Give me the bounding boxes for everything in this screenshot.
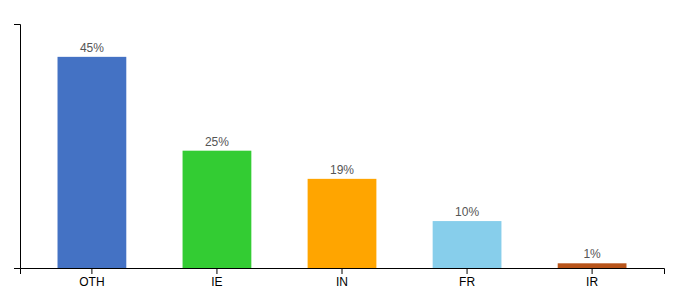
plot: OTH IE IN FR IR 45% 25% 19% 10% 1% xyxy=(14,25,665,289)
bar xyxy=(183,151,252,268)
x-tick-label: FR xyxy=(459,275,475,289)
x-tick-mark xyxy=(91,268,92,274)
bar xyxy=(58,57,127,268)
y-axis xyxy=(14,25,21,269)
bars xyxy=(58,57,627,268)
x-tick-label: IE xyxy=(211,275,222,289)
x-tick: OTH xyxy=(79,268,104,289)
x-tick-label: IN xyxy=(336,275,348,289)
x-tick-label: OTH xyxy=(79,275,104,289)
x-tick: IE xyxy=(211,268,222,289)
data-labels: 45% 25% 19% 10% 1% xyxy=(80,41,601,261)
data-label: 1% xyxy=(583,247,601,261)
x-axis: OTH IE IN FR IR xyxy=(21,268,665,289)
x-tick: FR xyxy=(459,268,475,289)
y-axis-line xyxy=(14,25,21,269)
x-tick: IR xyxy=(586,268,598,289)
bar xyxy=(433,221,502,268)
x-tick-mark xyxy=(592,268,593,274)
chart-container: OTH IE IN FR IR 45% 25% 19% 10% 1% xyxy=(0,0,680,300)
bar xyxy=(558,263,627,268)
data-label: 25% xyxy=(205,135,229,149)
data-label: 10% xyxy=(455,205,479,219)
x-tick-mark xyxy=(216,268,217,274)
x-axis-line xyxy=(21,269,665,275)
x-tick-label: IR xyxy=(586,275,598,289)
bar xyxy=(308,179,377,268)
chart-svg: OTH IE IN FR IR 45% 25% 19% 10% 1% xyxy=(0,0,680,300)
data-label: 19% xyxy=(330,163,354,177)
x-tick-mark xyxy=(467,268,468,274)
data-label: 45% xyxy=(80,41,104,55)
x-tick: IN xyxy=(336,268,348,289)
x-tick-mark xyxy=(342,268,343,274)
